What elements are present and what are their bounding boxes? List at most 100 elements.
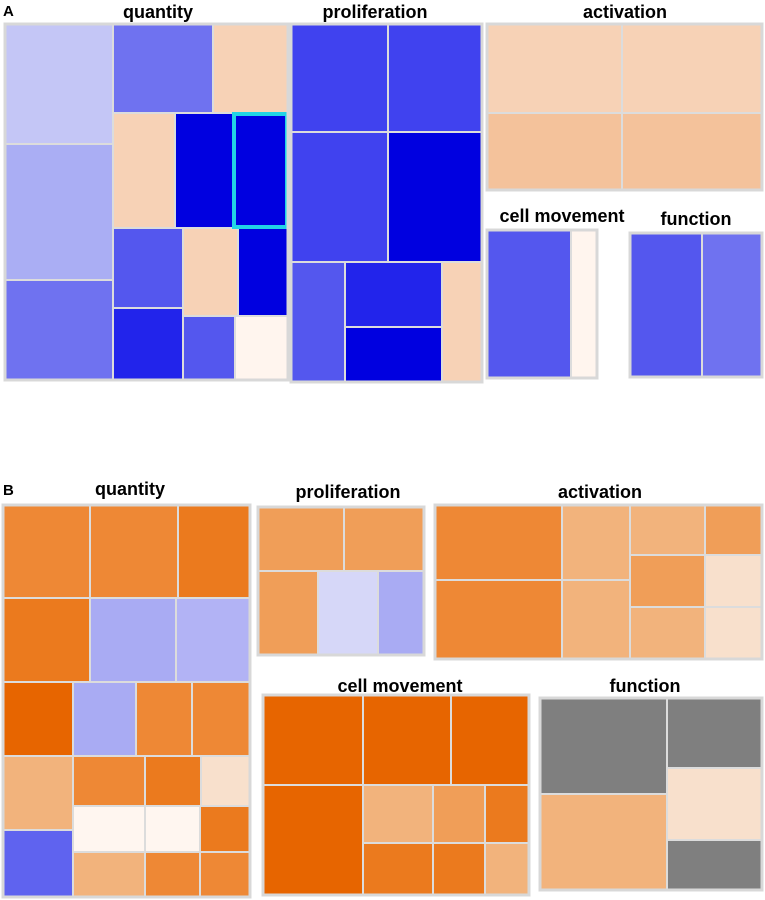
panel-a-proliferation-tile-4	[387, 131, 483, 263]
panel-a-cell-movement-frame	[485, 228, 599, 380]
panel-b-quantity-frame	[1, 503, 252, 899]
panel-a-function-frame	[628, 231, 764, 379]
panel-a-function-block: function	[628, 209, 764, 379]
panel-b-quantity-tile-19	[72, 851, 146, 898]
panel-b-cell-movement-tile-4	[262, 784, 364, 896]
panel-a-cell-movement-tile-1	[486, 229, 572, 379]
panel-a-quantity-tile-11	[237, 227, 289, 317]
panel-b-quantity-tile-9	[135, 681, 193, 757]
panel-b-cell-movement-tile-1	[262, 694, 364, 786]
panel-a-quantity-tiles	[3, 22, 290, 382]
panel-a-proliferation-tile-6	[344, 261, 443, 328]
panel-a-cell-movement-tiles	[485, 228, 599, 380]
panel-a-quantity-tile-3	[112, 23, 214, 114]
panel-b-quantity-tile-7	[2, 681, 74, 757]
panel-b-activation-tile-9	[629, 606, 706, 660]
panel-a-quantity-frame	[3, 22, 290, 382]
panel-b-function-tile-5	[666, 839, 763, 891]
panel-a-cell-movement-title: cell movement	[499, 206, 624, 226]
panel-a-letter: A	[3, 3, 14, 20]
panel-b-function-tile-1	[539, 697, 668, 795]
panel-b-quantity-tile-4	[2, 597, 91, 683]
panel-b-quantity-tiles	[1, 503, 252, 899]
panel-b-function-tile-4	[666, 767, 763, 841]
panel-a-quantity-block: quantity	[3, 2, 290, 382]
panel-b-cell-movement-tile-9	[432, 842, 486, 896]
panel-a-quantity-tile-14	[234, 315, 289, 381]
panel-b-activation-block: activation	[433, 482, 764, 661]
panel-a-proliferation-tile-8	[441, 261, 483, 383]
panel-a-quantity-tile-13	[182, 315, 236, 381]
panel-a-function-tile-1	[629, 232, 703, 378]
panel-b-proliferation-tile-4	[317, 570, 379, 656]
panel-a-activation-title: activation	[583, 2, 667, 22]
panel-b-quantity-tile-11	[2, 755, 74, 831]
panel-b-quantity-tile-5	[89, 597, 177, 683]
panel-b-activation-frame	[433, 503, 764, 661]
panel-b-cell-movement-tile-7	[484, 784, 530, 844]
panel-a-quantity-tile-12	[112, 307, 184, 381]
panel-a-quantity-tile-6	[112, 112, 176, 229]
panel-b-activation-title: activation	[558, 482, 642, 502]
panel-b-quantity-tile-17	[199, 805, 251, 853]
panel-b-function-block: function	[538, 676, 764, 892]
panel-b-function-tile-3	[539, 793, 668, 891]
panel-b-quantity-tile-13	[144, 755, 202, 807]
panel-b-activation-tiles	[433, 503, 764, 661]
panel-a-quantity-tile-7	[174, 112, 234, 229]
panel-b-function-title: function	[610, 676, 681, 696]
panel-b-quantity-tile-21	[199, 851, 251, 898]
panel-b-activation-tile-4	[704, 504, 763, 556]
panel-a-quantity-tile-1	[4, 23, 114, 145]
panel-a-quantity-tile-9	[112, 227, 184, 309]
panel-b-activation-tile-2	[561, 504, 631, 581]
panel-b-quantity-tile-1	[2, 504, 91, 599]
panel-a-proliferation-tile-2	[387, 23, 483, 133]
panel-a-proliferation-tile-3	[290, 131, 389, 263]
panel-a-cell-movement-tile-2	[570, 229, 598, 379]
panel-b-cell-movement-tile-8	[362, 842, 434, 896]
panel-a-activation-tile-1	[486, 23, 623, 114]
panel-a-quantity-title: quantity	[123, 2, 193, 22]
panel-b-activation-tile-8	[704, 554, 763, 608]
panel-b-activation-tile-5	[434, 579, 563, 660]
panel-b-quantity-tile-6	[175, 597, 251, 683]
panel-a-proliferation-tiles	[289, 22, 484, 384]
panel-b-quantity-tile-16	[144, 805, 201, 853]
panel-a-quantity-tile-4	[4, 279, 114, 381]
panel-b-letter: B	[3, 482, 14, 499]
panel-b-quantity-title: quantity	[95, 479, 165, 499]
panel-a-proliferation-title: proliferation	[322, 2, 427, 22]
panel-b-quantity-tile-15	[72, 805, 146, 853]
panel-a-quantity-tile-2	[4, 143, 114, 281]
panel-b-cell-movement-tile-2	[362, 694, 452, 786]
panel-b-quantity-tile-18	[2, 829, 74, 898]
panel-a-activation-tile-2	[621, 23, 763, 114]
panel-b-cell-movement-tile-10	[484, 842, 530, 896]
panel-b-activation-tile-3	[629, 504, 706, 556]
panel-a-proliferation-tile-7	[344, 326, 443, 383]
panel-b-proliferation-tiles	[256, 505, 426, 657]
panel-b-quantity-tile-2	[89, 504, 179, 599]
panel-b-quantity-tile-10	[191, 681, 251, 757]
panel-b-cell-movement-tile-5	[362, 784, 434, 844]
panel-b-quantity-block: quantity	[1, 479, 252, 899]
panel-b-quantity-tile-14	[200, 755, 251, 807]
panel-a-activation-block: activation	[485, 2, 764, 192]
panel-a-activation-tile-4	[621, 112, 763, 191]
panel-b-cell-movement-tile-3	[450, 694, 530, 786]
panel-b-activation-tile-1	[434, 504, 563, 581]
panel-a-activation-tiles	[485, 22, 764, 192]
panel-a-proliferation-tile-1	[290, 23, 389, 133]
panel-a-quantity-tile-8	[232, 112, 289, 229]
panel-a-cell-movement-block: cell movement	[485, 206, 625, 380]
panel-b-cell-movement-title: cell movement	[337, 676, 462, 696]
panel-a: A quantity proliferation activation cell…	[3, 2, 764, 384]
panel-b-quantity-tile-3	[177, 504, 251, 599]
panel-b-cell-movement-tile-6	[432, 784, 486, 844]
panel-b-function-tile-2	[666, 697, 763, 769]
panel-b-proliferation-frame	[256, 505, 426, 657]
panel-a-activation-tile-3	[486, 112, 623, 191]
panel-b-proliferation-block: proliferation	[256, 482, 426, 657]
